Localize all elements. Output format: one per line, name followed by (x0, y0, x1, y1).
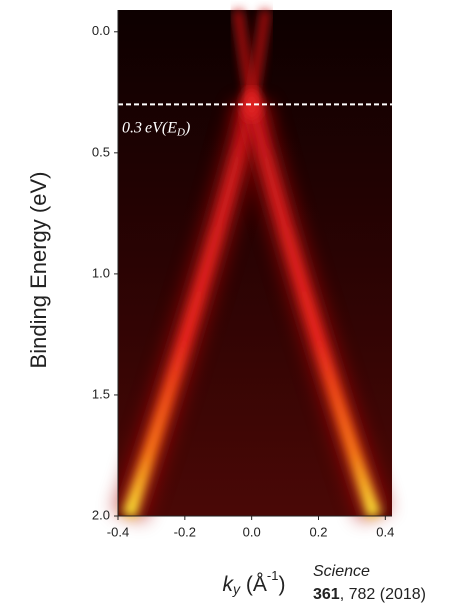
citation-journal: Science (313, 563, 370, 580)
band-upper (246, 9, 271, 106)
x-tick-label: 0.2 (309, 524, 327, 539)
reference-label-part: 0.3 (122, 119, 142, 136)
x-tick-label: 0.4 (376, 524, 394, 539)
dirac-point-glow (241, 88, 262, 121)
x-tick-label: -0.2 (174, 524, 196, 539)
x-label-part: (Å (240, 573, 267, 596)
reference-label: 0.3 eV(ED) (122, 119, 190, 138)
band (122, 102, 259, 519)
reference-label-part: D (176, 126, 185, 138)
citation-volume: 361 (313, 586, 340, 603)
x-axis-label: ky (Å-1) (223, 568, 286, 596)
y-tick-label: 0.0 (92, 23, 110, 38)
x-label-part: ) (278, 573, 285, 596)
citation-rest: , 782 (2018) (340, 586, 426, 603)
x-label-part: -1 (267, 568, 279, 583)
y-axis-label: Binding Energy (eV) (26, 172, 51, 369)
x-tick-label: -0.4 (107, 524, 129, 539)
y-tick-label: 1.0 (92, 265, 110, 280)
y-tick-label: 2.0 (92, 507, 110, 522)
reference-label-part: eV(E (145, 119, 177, 136)
x-label-part: y (232, 581, 241, 597)
reference-label-part: ) (184, 119, 190, 136)
band (244, 102, 382, 519)
citation: 361, 782 (2018) (313, 586, 426, 603)
y-tick-label: 0.5 (92, 144, 110, 159)
plot-area (112, 9, 400, 522)
y-tick-label: 1.5 (92, 386, 110, 401)
x-label-part: k (223, 573, 235, 596)
x-tick-label: 0.0 (243, 524, 261, 539)
